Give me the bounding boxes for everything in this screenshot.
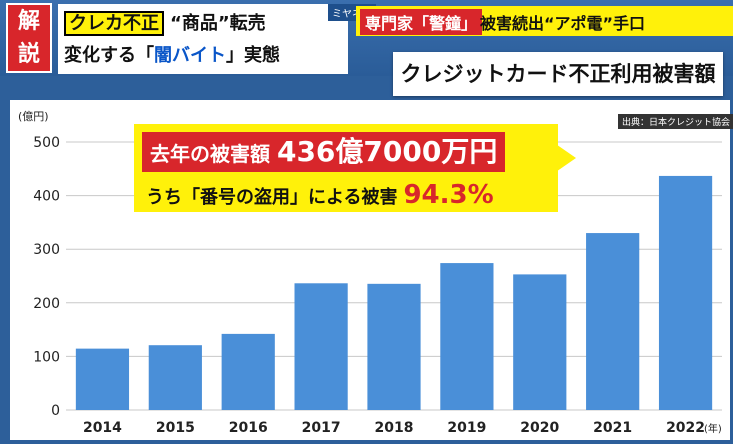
x-tick-label-2015: 2015 <box>156 420 195 436</box>
headline-line-2-highlight: 闇バイト <box>154 45 226 66</box>
headline-line-2-pre: 変化する「 <box>64 45 154 66</box>
bar-2015 <box>148 345 202 410</box>
bar-2021 <box>586 233 640 410</box>
callout-line-2: うち「番号の盗用」による被害 94.3% <box>146 180 494 210</box>
callout-percentage: 94.3% <box>403 180 494 210</box>
ticker-text: 被害続出“アポ電”手口 <box>480 14 646 33</box>
x-tick-label-2017: 2017 <box>302 420 341 436</box>
callout-line-1-label: 去年の被害額 <box>150 142 277 166</box>
x-tick-label-2020: 2020 <box>520 420 559 436</box>
chart-title: クレジットカード不正利用被害額 <box>393 52 723 96</box>
y-tick-label-100: 100 <box>33 349 60 365</box>
y-tick-label-0: 0 <box>51 403 60 419</box>
x-tick-label-2014: 2014 <box>83 420 122 436</box>
chart-area: (億円) 0 100 200 300 400 500 2014 2015 2016 2017 2018… <box>10 100 733 440</box>
x-tick-label-2021: 2021 <box>593 420 632 436</box>
x-axis-unit-label: (年) <box>704 422 722 435</box>
bar-2016 <box>221 333 275 410</box>
x-tick-label-2022: 2022 <box>666 420 705 436</box>
top-banner: 解 説 クレカ不正 “商品”転売 変化する「闇バイト」実態 ミヤネ屋 専門家「警鐘… <box>0 0 733 76</box>
callout-line-1: 去年の被害額 436億7000万円 <box>142 132 506 172</box>
bar-2018 <box>367 283 421 410</box>
headline-line-1-rest: “商品”転売 <box>170 13 266 34</box>
kaisetsu-char-2: 説 <box>17 42 40 67</box>
callout-box: 去年の被害額 436億7000万円 うち「番号の盗用」による被害 94.3% <box>134 124 558 212</box>
y-axis-unit-label: (億円) <box>18 110 49 123</box>
headline-line-2: 変化する「闇バイト」実態 <box>64 41 280 67</box>
y-tick-label-200: 200 <box>33 296 60 312</box>
x-tick-label-2016: 2016 <box>229 420 268 436</box>
kaisetsu-char-1: 解 <box>17 9 40 34</box>
bar-2022 <box>658 175 713 410</box>
ticker-red-label: 専門家「警鐘」 <box>360 9 483 35</box>
ticker-bar: 専門家「警鐘」 被害続出“アポ電”手口 <box>356 6 733 36</box>
bar-2017 <box>294 283 348 410</box>
headline-tag: クレカ不正 <box>64 11 164 36</box>
bar-2020 <box>513 274 567 410</box>
callout-damage-value: 436億7000万円 <box>276 135 498 168</box>
y-tick-label-500: 500 <box>33 135 60 151</box>
bar-2019 <box>440 263 494 410</box>
x-tick-label-2019: 2019 <box>447 420 486 436</box>
callout-line-2-label: うち「番号の盗用」による被害 <box>146 187 398 208</box>
y-tick-label-400: 400 <box>33 189 60 205</box>
x-tick-label-2018: 2018 <box>375 420 414 436</box>
headline-line-2-post: 」実態 <box>226 45 280 66</box>
bar-chart: (億円) 0 100 200 300 400 500 2014 2015 2016 2017 2018… <box>18 110 722 436</box>
y-tick-label-300: 300 <box>33 242 60 258</box>
bar-2014 <box>75 348 130 410</box>
headline-line-1: クレカ不正 “商品”転売 <box>64 9 266 36</box>
headline-box: クレカ不正 “商品”転売 変化する「闇バイト」実態 ミヤネ屋 <box>58 4 376 74</box>
source-label: 出典：日本クレジット協会 <box>618 114 733 129</box>
kaisetsu-badge: 解 説 <box>6 3 52 73</box>
